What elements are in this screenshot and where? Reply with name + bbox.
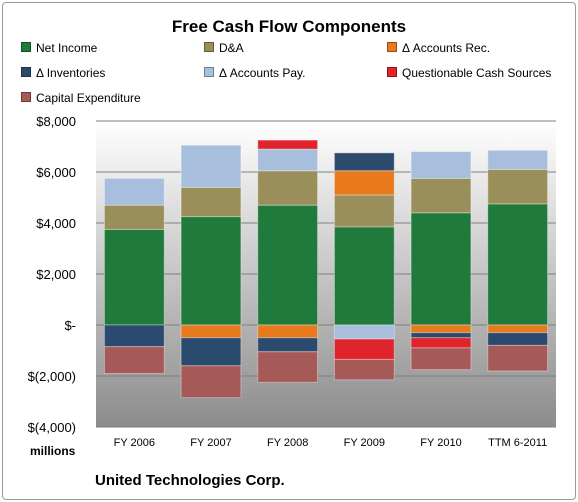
legend-item: Net Income [21, 41, 97, 55]
legend-label: Δ Accounts Rec. [402, 41, 491, 55]
y-tick-label: $4,000 [36, 216, 76, 231]
bar-segment [257, 204, 319, 326]
units-label: millions [30, 444, 76, 458]
bar-segment [410, 177, 472, 214]
bar-segment [257, 324, 319, 339]
bar-segment [180, 337, 242, 367]
bar-segment [257, 148, 319, 172]
x-tick-label: TTM 6-2011 [488, 437, 547, 449]
bar-segment [410, 337, 472, 349]
bar-segment [333, 152, 395, 172]
legend-swatch [21, 92, 31, 102]
x-tick-label: FY 2010 [420, 437, 461, 449]
bar-segment [180, 324, 242, 339]
bar-segment [180, 186, 242, 218]
bar-segment [257, 139, 319, 150]
legend-label: D&A [219, 41, 244, 55]
bar-segment [410, 324, 472, 334]
bar-segment [103, 324, 165, 348]
bar-segment [487, 149, 549, 170]
legend-swatch [204, 42, 214, 52]
legend-label: Δ Inventories [36, 66, 106, 80]
bar-segment [487, 168, 549, 205]
y-tick-label: $(2,000) [28, 369, 76, 384]
bar-segment [333, 358, 395, 381]
bar-segment [410, 347, 472, 371]
bar-segment [487, 344, 549, 372]
x-tick-label: FY 2006 [114, 437, 155, 449]
bar-segment [333, 170, 395, 196]
bar-segment [333, 338, 395, 360]
legend-item: D&A [204, 41, 244, 55]
legend-swatch [21, 42, 31, 52]
y-tick-label: $8,000 [36, 114, 76, 129]
bar-segment [487, 332, 549, 346]
legend-swatch [387, 67, 397, 77]
bar-segment [103, 177, 165, 206]
bar-segment [333, 194, 395, 228]
company-name: United Technologies Corp. [95, 472, 285, 489]
legend-item: Δ Accounts Pay. [204, 66, 306, 80]
y-tick-label: $- [64, 318, 76, 333]
x-tick-label: FY 2007 [190, 437, 231, 449]
bar-segment [180, 144, 242, 188]
bar-segment [103, 346, 165, 374]
legend-item: Questionable Cash Sources [387, 66, 551, 80]
y-tick-label: $2,000 [36, 267, 76, 282]
x-tick-label: FY 2008 [267, 437, 308, 449]
legend-swatch [204, 67, 214, 77]
legend-label: Capital Expenditure [36, 91, 141, 105]
y-tick-label: $6,000 [36, 165, 76, 180]
bar-segment [410, 332, 472, 339]
legend-swatch [387, 42, 397, 52]
legend-item: Δ Inventories [21, 66, 105, 80]
bar-segment [103, 204, 165, 230]
bar-segment [487, 203, 549, 326]
y-tick-label: $(4,000) [28, 420, 76, 435]
bar-segment [333, 324, 395, 340]
legend-item: Capital Expenditure [21, 91, 141, 105]
legend-label: Δ Accounts Pay. [219, 66, 306, 80]
bar-segment [180, 216, 242, 326]
bar-segment [410, 212, 472, 326]
chart-title: Free Cash Flow Components [171, 17, 407, 36]
bar-segment [257, 351, 319, 383]
bar-segment [180, 365, 242, 399]
legend-label: Net Income [36, 41, 98, 55]
legend-item: Δ Accounts Rec. [387, 41, 490, 55]
bar-segment [257, 170, 319, 206]
chart-legend: Net Income D&A Δ Accounts Rec. Δ Inventorie… [21, 41, 571, 107]
legend-label: Questionable Cash Sources [402, 66, 552, 80]
x-tick-label: FY 2009 [344, 437, 385, 449]
bar-segment [103, 228, 165, 326]
bar-segment [487, 324, 549, 334]
bar-segment [257, 337, 319, 353]
bar-segment [410, 151, 472, 179]
legend-swatch [21, 67, 31, 77]
bar-segment [333, 226, 395, 326]
